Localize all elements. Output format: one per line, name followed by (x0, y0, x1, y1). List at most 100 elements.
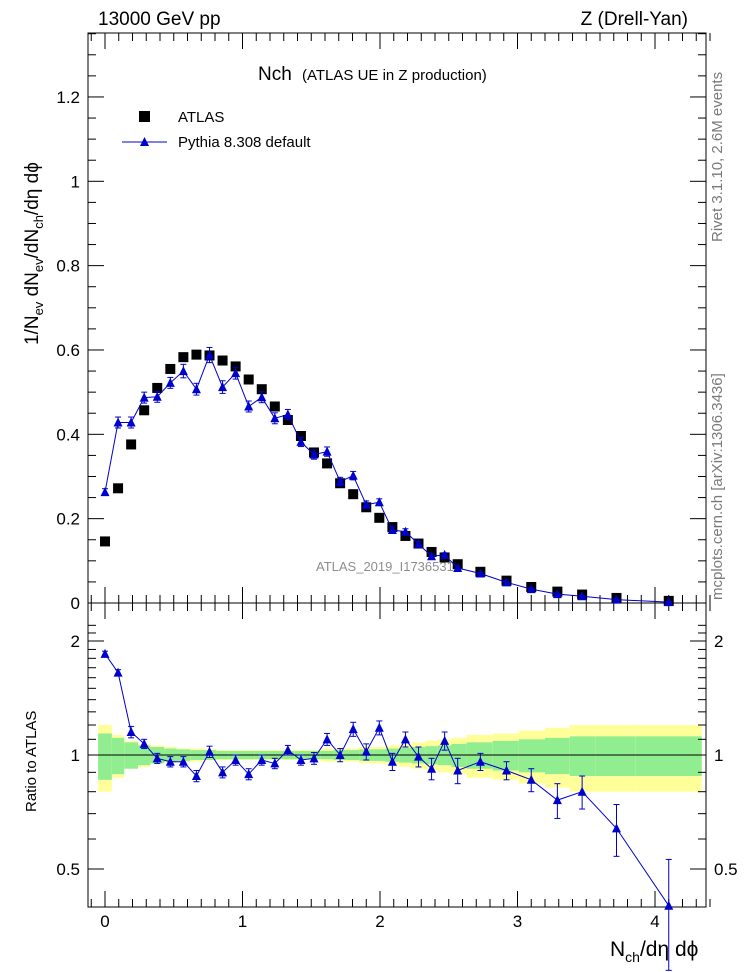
pythia-data-point (453, 562, 463, 572)
top-y-tick-label: 0.6 (56, 341, 80, 360)
pythia-ratio-point (113, 667, 123, 677)
atlas-data-point (400, 530, 411, 541)
legend: ATLAS Pythia 8.308 default (122, 109, 311, 151)
stat-uncertainty-band (98, 733, 112, 780)
atlas-data-point (243, 374, 254, 385)
legend-pythia-label: Pythia 8.308 default (178, 134, 311, 151)
atlas-data-point (217, 355, 228, 366)
pythia-data-point (283, 409, 293, 419)
analysis-watermark: ATLAS_2019_I1736531 (316, 559, 454, 574)
bottom-y-tick-label-right: 0.5 (714, 860, 738, 879)
pythia-ratio-point (475, 756, 485, 766)
plot-title-main: Nch (258, 64, 292, 85)
pythia-data-point (139, 392, 149, 402)
pythia-data-point (322, 446, 332, 456)
pythia-data-point (152, 391, 162, 401)
pythia-ratio-point (139, 738, 149, 748)
pythia-data-point (178, 366, 188, 376)
bottom-y-axis-title: Ratio to ATLAS (23, 711, 40, 812)
pythia-ratio-point (440, 735, 450, 745)
pythia-ratio-point (400, 734, 410, 744)
pythia-ratio-point (165, 756, 175, 766)
bottom-y-tick-label-right: 1 (714, 746, 723, 765)
pythia-data-point (361, 499, 371, 509)
pythia-ratio-point (257, 755, 267, 765)
pythia-data-point (270, 413, 280, 423)
pythia-data-point (502, 577, 511, 587)
bottom-y-tick-label-right: 2 (714, 632, 723, 651)
pythia-ratio-point (231, 755, 241, 765)
atlas-data-point (374, 512, 385, 523)
pythia-data-point (218, 382, 228, 392)
pythia-ratio-point (296, 755, 306, 765)
top-y-tick-label: 0.8 (56, 257, 80, 276)
pythia-ratio-point (205, 746, 214, 756)
pythia-data-point (374, 497, 384, 507)
pythia-data-point (126, 417, 136, 427)
pythia-ratio-point (126, 727, 136, 737)
atlas-data-point (165, 363, 176, 374)
pythia-ratio-point (178, 756, 188, 766)
atlas-data-point (152, 382, 163, 393)
stat-uncertainty-band (545, 737, 570, 775)
stat-uncertainty-band (569, 736, 596, 777)
legend-atlas-marker (139, 111, 150, 122)
stat-uncertainty-band (595, 736, 636, 777)
pythia-data-point (257, 392, 267, 402)
header-right-label: Z (Drell-Yan) (581, 9, 688, 30)
atlas-data-point (269, 401, 280, 412)
pythia-ratio-point (244, 769, 254, 779)
atlas-data-point (113, 483, 124, 494)
pythia-data-point (612, 594, 621, 604)
pythia-ratio-point (664, 900, 674, 910)
stat-uncertainty-band (111, 737, 125, 775)
pythia-ratio-point (348, 724, 358, 734)
atlas-data-point (126, 439, 137, 450)
x-tick-label: 0 (100, 912, 109, 931)
pythia-data-point (335, 476, 345, 486)
pythia-ratio-point (526, 774, 536, 784)
top-y-tick-label: 1 (71, 172, 80, 191)
pythia-data-point (387, 525, 397, 535)
pythia-ratio-point (387, 756, 397, 766)
atlas-data-point (139, 405, 150, 416)
pythia-ratio-point (577, 786, 587, 796)
pythia-ratio-point (322, 734, 332, 744)
plot-title-sub: (ATLAS UE in Z production) (302, 67, 487, 84)
pythia-data-point (165, 377, 175, 387)
pythia-data-point (244, 401, 254, 411)
pythia-ratio-point (612, 823, 621, 833)
x-tick-label: 4 (650, 912, 659, 931)
bottom-y-tick-label-left: 1 (71, 746, 80, 765)
top-y-tick-label: 1.2 (56, 88, 80, 107)
atlas-data-point (100, 536, 110, 547)
pythia-data-point (348, 470, 358, 480)
pythia-data-point (205, 350, 214, 360)
x-tick-label: 3 (513, 912, 522, 931)
legend-pythia-marker (140, 137, 149, 146)
mcplots-label: mcplots.cern.ch [arXiv:1306.3436] (709, 373, 726, 600)
pythia-data-point (400, 526, 410, 536)
bottom-y-tick-label-left: 2 (71, 632, 80, 651)
pythia-data-point (191, 384, 201, 394)
stat-uncertainty-band (492, 740, 519, 771)
atlas-data-point (178, 352, 189, 363)
atlas-data-point (348, 489, 359, 500)
top-y-axis-title: 1/Nev dNev/dNch/dη dϕ (22, 162, 46, 345)
pythia-data-point (664, 597, 674, 607)
pythia-data-point (577, 591, 587, 601)
pythia-data-point (475, 568, 485, 578)
stat-uncertainty-band (635, 736, 702, 777)
stat-uncertainty-band (518, 739, 545, 773)
pythia-ratio-point (453, 765, 463, 775)
pythia-ratio-point (100, 648, 110, 658)
pythia-ratio-point (427, 763, 437, 773)
bottom-y-tick-label-left: 0.5 (56, 860, 80, 879)
pythia-ratio-point (414, 751, 423, 761)
pythia-ratio-point (374, 722, 384, 732)
pythia-data-point (427, 551, 437, 561)
x-tick-label: 2 (375, 912, 384, 931)
pythia-data-point (113, 417, 123, 427)
atlas-data-point (295, 431, 306, 442)
